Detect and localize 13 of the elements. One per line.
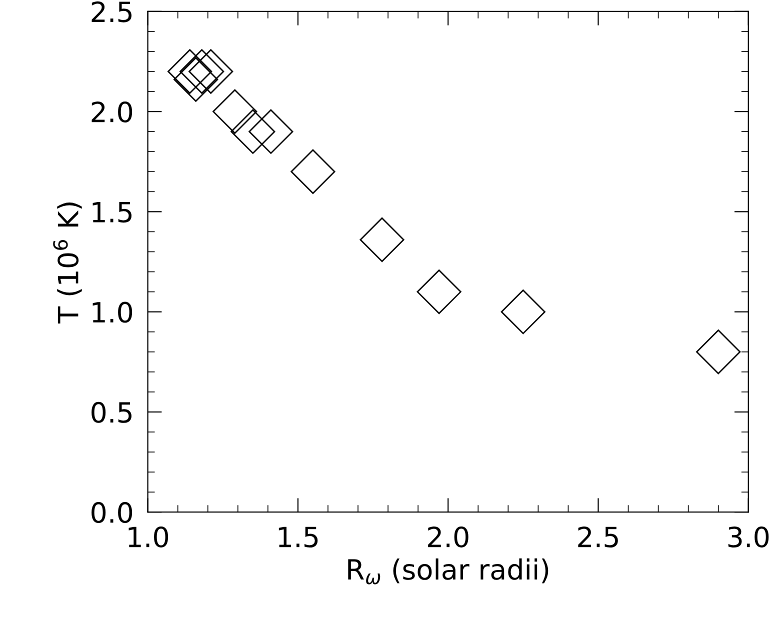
x-tick-label: 2.5 — [578, 526, 618, 548]
y-tick-label: 1.5 — [92, 202, 132, 223]
x-axis-title: R$_{ω}$ (solar radii) — [348, 558, 548, 584]
y-tick-label: 0.0 — [92, 502, 132, 524]
x-tick-label: 1.0 — [128, 526, 168, 548]
x-tick-label: 3.0 — [728, 526, 769, 548]
y-tick-label: 1.0 — [92, 302, 132, 323]
y-tick-label: 0.5 — [92, 402, 132, 423]
y-tick-label: 2.0 — [92, 101, 132, 122]
x-tick-label: 1.5 — [278, 526, 318, 548]
y-tick-label: 2.5 — [92, 1, 132, 22]
y-axis-title: T (10$^{6}$ K) — [53, 202, 82, 324]
x-tick-label: 2.0 — [428, 526, 468, 548]
